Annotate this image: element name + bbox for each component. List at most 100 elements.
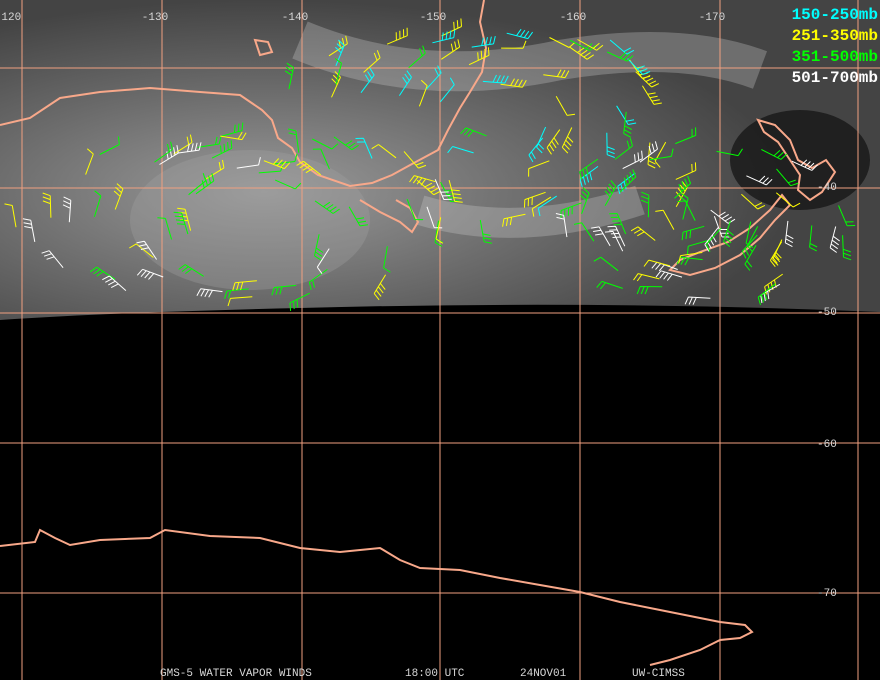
wind-barb bbox=[716, 148, 743, 157]
wind-barb bbox=[543, 69, 570, 79]
wind-barb bbox=[355, 137, 373, 159]
wind-barb bbox=[838, 205, 856, 227]
wind-barb bbox=[506, 28, 534, 40]
wind-barb bbox=[440, 77, 455, 103]
coastline bbox=[668, 193, 792, 277]
coastline bbox=[0, 528, 754, 666]
wind-barb bbox=[772, 239, 783, 266]
wind-barb bbox=[308, 268, 328, 291]
wind-barb bbox=[641, 85, 662, 105]
wind-barb bbox=[639, 141, 658, 163]
footer-text: GMS-5 WATER VAPOR WINDS bbox=[160, 668, 312, 680]
legend-entry: 351-500mb bbox=[792, 48, 878, 66]
wind-barb bbox=[360, 68, 375, 93]
wind-barb bbox=[641, 191, 650, 218]
wind-barb bbox=[617, 172, 636, 195]
legend-entry: 251-350mb bbox=[792, 27, 878, 45]
wind-barb bbox=[741, 193, 766, 210]
wind-barb bbox=[41, 250, 64, 269]
wind-barb bbox=[684, 296, 711, 305]
wind-barb bbox=[622, 150, 643, 170]
cloud-band bbox=[415, 185, 645, 238]
longitude-label: -170 bbox=[699, 12, 725, 24]
wind-barb bbox=[312, 148, 330, 170]
longitude-label: -140 bbox=[282, 12, 308, 24]
wind-barb bbox=[312, 138, 339, 150]
wind-barb bbox=[448, 179, 463, 203]
wind-barb bbox=[316, 248, 330, 274]
wind-barb bbox=[373, 274, 387, 301]
coastline bbox=[0, 0, 488, 188]
wind-barb bbox=[460, 127, 487, 138]
wind-barb bbox=[636, 286, 663, 295]
wind-barb bbox=[741, 234, 758, 259]
wind-barb bbox=[580, 187, 590, 214]
wind-barb bbox=[604, 230, 624, 252]
wind-barbs bbox=[4, 18, 856, 311]
wind-barb bbox=[627, 58, 651, 75]
wind-barb bbox=[197, 136, 222, 148]
wind-barb bbox=[528, 160, 550, 177]
wind-barb bbox=[85, 148, 94, 175]
wind-barb bbox=[102, 275, 127, 291]
footer-text: 18:00 UTC bbox=[405, 668, 465, 680]
wind-barb bbox=[651, 261, 678, 272]
wind-barb bbox=[408, 45, 426, 69]
latitude-label: -60 bbox=[817, 439, 837, 451]
wind-barb bbox=[62, 196, 72, 223]
wind-barb bbox=[447, 146, 474, 154]
wind-barb bbox=[791, 159, 818, 171]
wind-barb bbox=[289, 292, 310, 311]
wind-barb bbox=[647, 142, 657, 169]
wind-barb bbox=[348, 206, 368, 227]
wind-barb bbox=[403, 151, 427, 169]
wind-barb bbox=[271, 284, 297, 296]
cloud-band bbox=[292, 21, 768, 92]
wind-barb bbox=[441, 39, 461, 60]
wind-barb bbox=[623, 111, 632, 138]
wind-barb bbox=[784, 220, 794, 248]
coastline bbox=[756, 118, 837, 202]
wind-barb bbox=[654, 141, 667, 168]
wind-barb bbox=[434, 179, 452, 200]
wind-barb bbox=[593, 256, 619, 272]
wind-barb bbox=[284, 62, 294, 90]
wind-barb bbox=[744, 245, 757, 271]
footer-text: 24NOV01 bbox=[520, 668, 567, 680]
wind-barb bbox=[674, 175, 692, 199]
wind-barb bbox=[204, 159, 225, 180]
wind-barb bbox=[675, 162, 697, 180]
wind-barb bbox=[232, 280, 257, 291]
wind-barb bbox=[746, 226, 759, 253]
wind-barb bbox=[704, 226, 719, 252]
wind-barb bbox=[705, 227, 722, 252]
legend-entry: 501-700mb bbox=[792, 69, 878, 87]
wind-barb bbox=[568, 46, 594, 60]
wind-barb bbox=[528, 137, 544, 163]
wind-barb bbox=[177, 142, 202, 154]
wind-barb bbox=[531, 196, 552, 217]
wind-barb bbox=[334, 58, 342, 85]
wind-barb bbox=[501, 40, 527, 49]
wind-barb bbox=[579, 165, 599, 188]
wind-barb bbox=[296, 160, 322, 176]
wind-barb bbox=[546, 129, 561, 155]
wind-barb bbox=[591, 226, 611, 247]
longitude-label: -160 bbox=[560, 12, 586, 24]
wind-barb bbox=[757, 283, 776, 306]
wind-barb bbox=[314, 200, 340, 214]
wind-barb bbox=[764, 273, 783, 295]
wind-barb bbox=[561, 127, 574, 154]
wind-barb bbox=[573, 222, 595, 242]
wind-barb bbox=[93, 190, 102, 217]
wind-barb bbox=[441, 18, 462, 37]
wind-barb bbox=[236, 157, 261, 169]
wind-barb bbox=[173, 211, 189, 235]
wind-barb bbox=[211, 140, 233, 159]
wind-barb bbox=[468, 47, 490, 66]
wind-barb bbox=[655, 270, 683, 281]
wind-barb bbox=[555, 213, 568, 238]
wind-barb bbox=[22, 218, 36, 242]
longitude-label: -130 bbox=[142, 12, 168, 24]
wind-barb bbox=[416, 179, 442, 196]
